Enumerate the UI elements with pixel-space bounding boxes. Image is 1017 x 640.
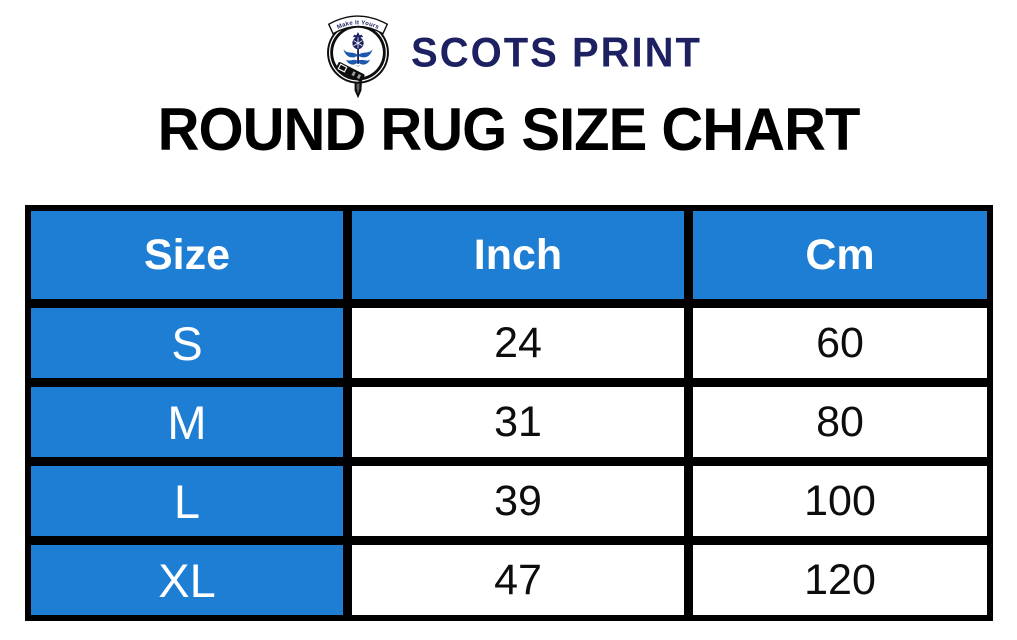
inch-cell-s: 24 bbox=[352, 308, 684, 378]
header-cm: Cm bbox=[693, 211, 987, 299]
brand-name: SCOTS PRINT bbox=[411, 29, 702, 77]
header-size: Size bbox=[31, 211, 343, 299]
svg-text:Make It Yours: Make It Yours bbox=[336, 20, 380, 31]
size-cell-l: L bbox=[31, 466, 343, 536]
banner-text: Make It Yours bbox=[336, 20, 380, 31]
size-chart-table: Size Inch Cm S 24 60 M 31 80 L 39 100 XL… bbox=[25, 205, 993, 621]
size-cell-m: M bbox=[31, 387, 343, 457]
cm-cell-xl: 120 bbox=[693, 545, 987, 615]
clan-crest-logo-icon: Make It Yours bbox=[327, 15, 390, 99]
size-cell-s: S bbox=[31, 308, 343, 378]
cm-cell-m: 80 bbox=[693, 387, 987, 457]
page-title: ROUND RUG SIZE CHART bbox=[157, 95, 861, 164]
cm-cell-s: 60 bbox=[693, 308, 987, 378]
inch-cell-l: 39 bbox=[352, 466, 684, 536]
inch-cell-m: 31 bbox=[352, 387, 684, 457]
inch-cell-xl: 47 bbox=[352, 545, 684, 615]
cm-cell-l: 100 bbox=[693, 466, 987, 536]
size-cell-xl: XL bbox=[31, 545, 343, 615]
brand-header: Make It Yours SCOTS PRINT bbox=[0, 6, 1017, 101]
header-inch: Inch bbox=[352, 211, 684, 299]
